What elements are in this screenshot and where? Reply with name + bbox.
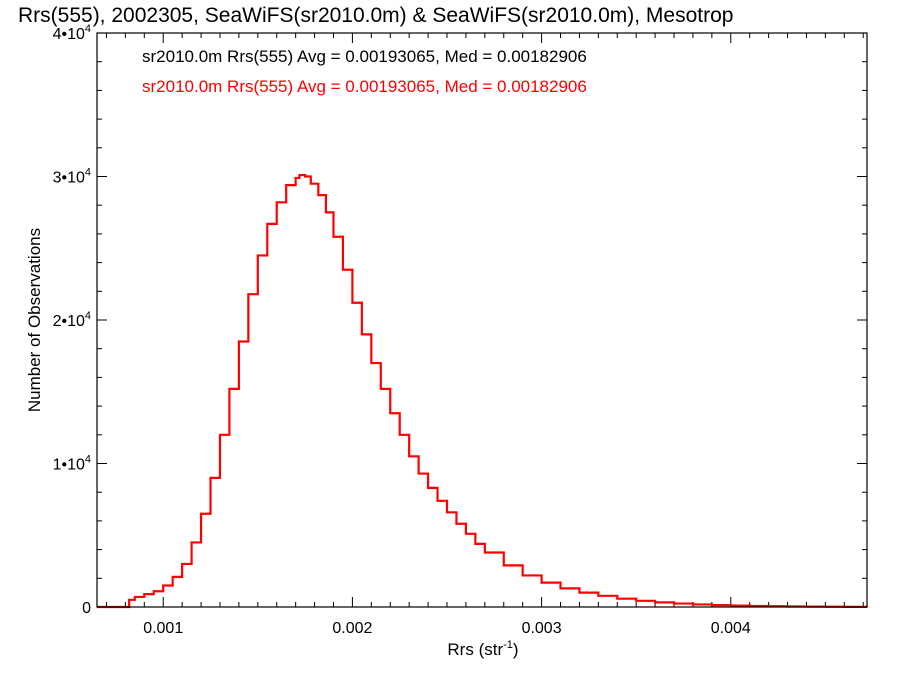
x-tick-label: 0.003: [522, 620, 562, 637]
y-axis-label: Number of Observations: [25, 228, 44, 412]
y-tick-label: 4•104: [53, 23, 91, 43]
x-tick-label: 0.004: [711, 620, 751, 637]
plot-frame: [96, 32, 868, 608]
histogram-series-line: [97, 173, 869, 609]
stats-annotation-black: sr2010.0m Rrs(555) Avg = 0.00193065, Med…: [142, 47, 587, 66]
y-tick-label: 3•104: [53, 167, 91, 187]
stats-annotation-red: sr2010.0m Rrs(555) Avg = 0.00193065, Med…: [142, 77, 587, 96]
chart-title: Rrs(555), 2002305, SeaWiFS(sr2010.0m) & …: [18, 4, 733, 27]
axes-group: 0.001 0.002 0.003 0.004 0 1•104 2•104 3•104 4•10…: [53, 23, 867, 637]
y-tick-label: 0: [82, 600, 91, 617]
x-tick-label: 0.002: [332, 620, 372, 637]
y-tick-label: 1•104: [53, 454, 91, 474]
x-axis-label: Rrs (str-1): [447, 639, 518, 659]
y-tick-label: 2•104: [53, 310, 91, 330]
x-tick-label: 0.001: [143, 620, 183, 637]
